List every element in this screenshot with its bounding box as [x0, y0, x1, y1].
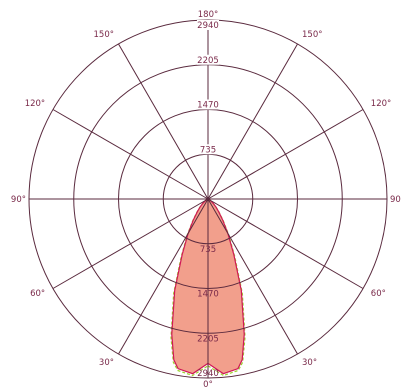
ring-label-2940: 2940 — [197, 21, 219, 31]
ring-label-1470: 1470 — [197, 290, 219, 300]
ring-label-2205: 2205 — [197, 334, 219, 344]
series-1-line — [170, 198, 246, 377]
ring-label-735: 735 — [200, 245, 216, 255]
ring-label-bg — [197, 99, 219, 110]
spoke-240 — [52, 109, 209, 200]
angle-label-150: 150° — [302, 30, 322, 40]
spoke-60 — [207, 198, 364, 289]
ring-label-bg — [197, 144, 219, 155]
angle-label-neg90: 90° — [11, 195, 26, 205]
polar-grid — [28, 19, 388, 379]
polar-labels: 7357351470147022052205294029400°30°60°90… — [11, 10, 401, 390]
angle-label-180: 180° — [198, 10, 218, 20]
angle-label-neg30: 30° — [99, 358, 114, 368]
angle-label-90: 90° — [390, 195, 401, 205]
angle-label-30: 30° — [302, 358, 317, 368]
ring-label-bg — [197, 20, 219, 30]
angle-label-60: 60° — [371, 289, 386, 299]
ring-label-2940: 2940 — [197, 369, 219, 379]
angle-label-neg150: 150° — [94, 30, 114, 40]
spoke-150 — [207, 43, 298, 200]
spoke-330 — [118, 198, 209, 355]
spoke-300 — [52, 198, 209, 289]
ring-label-735: 735 — [200, 145, 216, 155]
angle-label-120: 120° — [371, 99, 391, 109]
ring-label-2205: 2205 — [197, 56, 219, 66]
angle-label-neg60: 60° — [30, 289, 45, 299]
angle-label-0: 0° — [203, 380, 213, 390]
angle-label-neg120: 120° — [25, 99, 45, 109]
spoke-30 — [207, 198, 298, 355]
spoke-120 — [207, 109, 364, 200]
ring-label-bg — [197, 54, 219, 65]
ring-label-1470: 1470 — [197, 101, 219, 111]
spoke-210 — [118, 43, 209, 200]
